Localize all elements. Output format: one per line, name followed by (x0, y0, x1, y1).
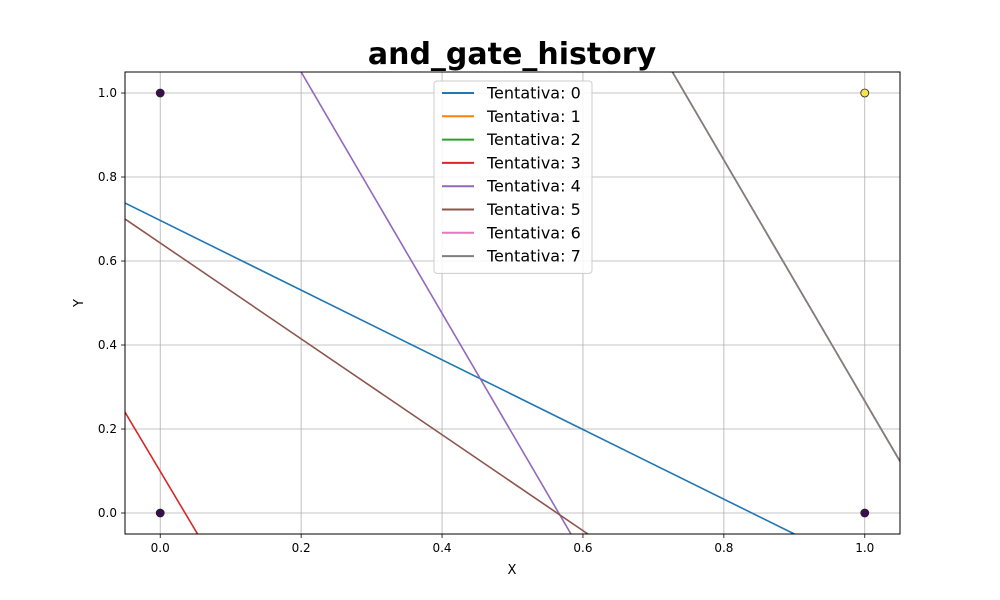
x-tick-label: 0.0 (151, 541, 170, 555)
data-point-0 (155, 88, 165, 98)
series-line-3 (125, 411, 199, 534)
series-lines (125, 72, 900, 534)
y-tick-label: 1.0 (98, 86, 117, 100)
series-line-4 (300, 72, 572, 534)
data-point-2 (860, 508, 870, 518)
chart-title: and_gate_history (368, 37, 657, 72)
y-tick-label: 0.8 (98, 170, 117, 184)
legend-label-5: Tentativa: 5 (486, 200, 581, 219)
legend-label-2: Tentativa: 2 (486, 130, 581, 149)
y-tick-label: 0.6 (98, 254, 117, 268)
plot-frame (124, 71, 901, 535)
legend-label-3: Tentativa: 3 (486, 153, 581, 172)
x-tick-label: 0.6 (573, 541, 592, 555)
legend: Tentativa: 0 Tentativa: 1 Tentativa: 2 Tent… (433, 80, 593, 274)
x-tick-label: 0.4 (432, 541, 451, 555)
legend-label-4: Tentativa: 4 (486, 177, 581, 196)
data-points (155, 88, 870, 518)
data-point-3 (860, 88, 870, 98)
legend-box (433, 80, 593, 274)
legend-label-7: Tentativa: 7 (486, 247, 581, 266)
series-line-0 (125, 202, 795, 534)
y-tick-label: 0.0 (98, 506, 117, 520)
series-line-7 (671, 72, 900, 462)
legend-label-1: Tentativa: 1 (486, 107, 581, 126)
y-tick-label: 0.2 (98, 422, 117, 436)
x-tick-label: 0.2 (292, 541, 311, 555)
legend-label-0: Tentativa: 0 (486, 84, 581, 103)
data-point-1 (155, 508, 165, 518)
x-tick-label: 0.8 (714, 541, 733, 555)
y-tick-label: 0.4 (98, 338, 117, 352)
ticks: 0.0 0.2 0.4 0.6 0.8 1.0 0.0 0.2 0.4 0.6 0.8 1.0 (98, 86, 874, 555)
series-line-5 (125, 218, 589, 534)
legend-label-6: Tentativa: 6 (486, 223, 581, 242)
y-axis-label: Y (72, 299, 87, 308)
x-tick-label: 1.0 (855, 541, 874, 555)
x-axis-label: X (508, 563, 517, 578)
